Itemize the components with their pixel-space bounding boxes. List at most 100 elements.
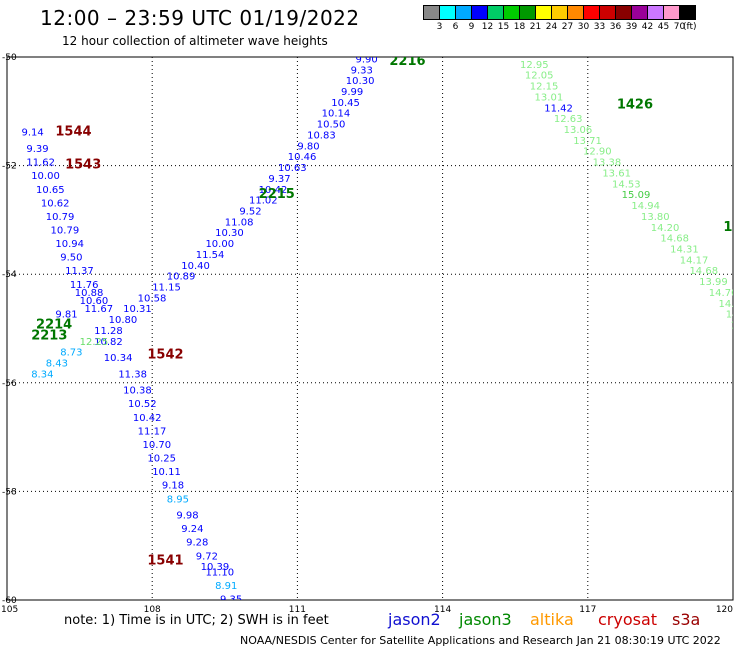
jason3-point-label: 10.42 xyxy=(259,185,288,196)
x-tick-label: 114 xyxy=(434,605,451,615)
cryosat-point-label: 15.09 xyxy=(622,190,651,201)
jason3-point-label: 10.45 xyxy=(331,98,360,109)
jason3-point-label: 11.08 xyxy=(225,217,254,228)
cryosat-point-label: 14.17 xyxy=(680,255,709,266)
page-subtitle: 12 hour collection of altimeter wave hei… xyxy=(62,34,328,48)
pass-number-label: 1425 xyxy=(554,46,590,61)
jason2-point-label: 9.14 xyxy=(22,128,44,139)
color-scale-label: 9 xyxy=(468,22,475,32)
pass-number-label: 1543 xyxy=(65,157,101,172)
jason2-point-label: 10.25 xyxy=(147,454,176,465)
pass-number-label: 1541 xyxy=(147,554,183,569)
jason3-point-label: 9.99 xyxy=(341,87,363,98)
jason2-point-label: 10.65 xyxy=(36,185,65,196)
x-tick-label: 108 xyxy=(144,605,161,615)
color-scale-label: 3 xyxy=(436,22,443,32)
plot-frame xyxy=(6,56,734,601)
color-scale-swatches xyxy=(423,5,696,20)
jason2-point-label: 11.10 xyxy=(205,568,234,579)
cryosat-point-label: 14.20 xyxy=(651,223,680,234)
jason3-point-label: 11.15 xyxy=(152,282,181,293)
cryosat-point-label: 14.84 xyxy=(718,299,740,310)
cryosat-point-label: 14. xyxy=(726,310,740,321)
jason2-point-label: 9.81 xyxy=(55,310,77,321)
jason3-point-label: 10.50 xyxy=(317,120,346,131)
pass-number-label: 2215 xyxy=(259,187,295,202)
footer-credit: NOAA/NESDIS Center for Satellite Applica… xyxy=(240,634,721,647)
jason2-point-label: 9.39 xyxy=(26,144,48,155)
pass-number-label: 1427 xyxy=(723,220,740,235)
cryosat-point-label: 12.05 xyxy=(525,71,554,82)
color-scale-label: 18 xyxy=(513,22,526,32)
jason3-point-label: 10.31 xyxy=(123,304,152,315)
jason2-point-label: 9.18 xyxy=(162,481,184,492)
color-scale-label: 15 xyxy=(497,22,510,32)
x-tick-label: 111 xyxy=(289,605,306,615)
legend-cryosat: cryosat xyxy=(598,610,658,629)
jason3-point-label: 10.58 xyxy=(138,293,167,304)
color-scale-label: 12 xyxy=(481,22,494,32)
cryosat-point-label: 13.71 xyxy=(573,136,602,147)
color-scale-label: 27 xyxy=(561,22,574,32)
jason2-point-label: 11.76 xyxy=(70,280,99,291)
jason2-point-label: 9.35 xyxy=(220,595,242,606)
pass-number-label: 2216 xyxy=(389,54,425,69)
color-scale-label: 42 xyxy=(641,22,654,32)
cryosat-point-label: 13.06 xyxy=(564,125,593,136)
pass-number-label: 2214 xyxy=(36,318,72,333)
y-tick-label: -50 xyxy=(2,53,17,63)
y-tick-label: -52 xyxy=(2,162,17,172)
cryosat-point-label: 13.01 xyxy=(535,92,564,103)
cryosat-point-label: 14.68 xyxy=(689,266,718,277)
jason3-point-label: 8.34 xyxy=(31,369,53,380)
cryosat-point-label: 13.61 xyxy=(602,168,631,179)
color-scale-label: 6 xyxy=(452,22,459,32)
jason3-point-label: 9.33 xyxy=(351,65,373,76)
jason2-point-label: 10.94 xyxy=(55,239,84,250)
color-scale-label: 30 xyxy=(577,22,590,32)
y-tick-label: -58 xyxy=(2,487,17,497)
legend-jason2: jason2 xyxy=(388,610,441,629)
jason3-point-label: 10.83 xyxy=(307,130,336,141)
jason3-point-label: 10.30 xyxy=(346,76,375,87)
color-scale-label: 24 xyxy=(545,22,558,32)
jason3-point-label: 10.46 xyxy=(288,152,317,163)
y-tick-label: -56 xyxy=(2,379,17,389)
cryosat-point-label: 14.70 xyxy=(709,288,738,299)
jason2-point-label: 9.24 xyxy=(181,524,203,535)
cryosat-point-label: 13.80 xyxy=(641,212,670,223)
jason3-point-label: 10.40 xyxy=(181,261,210,272)
cryosat-point-label: 12.15 xyxy=(530,82,559,93)
jason2-point-label: 10.62 xyxy=(41,198,70,209)
cryosat-point-label: 13.38 xyxy=(593,158,622,169)
jason3-point-label: 8.73 xyxy=(60,348,82,359)
color-scale-label: 36 xyxy=(609,22,622,32)
jason2-point-label: 10.79 xyxy=(46,212,75,223)
jason2-point-label: 9.98 xyxy=(176,511,198,522)
jason2-point-label: 8.91 xyxy=(215,581,237,592)
jason3-point-label: 10.80 xyxy=(109,315,138,326)
jason2-point-label: 11.67 xyxy=(84,304,113,315)
legend-altika: altika xyxy=(530,610,574,629)
x-tick-label: 120 xyxy=(716,605,733,615)
legend-jason3: jason3 xyxy=(459,610,512,629)
pass-number-label: 2213 xyxy=(31,328,67,343)
jason2-point-label: 9.72 xyxy=(196,551,218,562)
cryosat-point-label: 13.99 xyxy=(699,277,728,288)
jason2-point-label: 10.82 xyxy=(94,337,123,348)
cryosat-point-label: 15 xyxy=(731,321,740,332)
jason3-point-label: 12.25 xyxy=(80,337,109,348)
color-scale xyxy=(423,5,696,20)
jason2-point-label: 10.79 xyxy=(51,225,80,236)
cryosat-point-label: 14.94 xyxy=(631,201,660,212)
jason2-point-label: 10.70 xyxy=(143,440,172,451)
cryosat-point-label: 12.95 xyxy=(520,60,549,71)
jason2-point-label: 10.39 xyxy=(201,562,230,573)
jason2-point-label: 10.11 xyxy=(152,467,181,478)
color-scale-label: 33 xyxy=(593,22,606,32)
jason3-point-label: 10.30 xyxy=(215,228,244,239)
pass-number-label: 1542 xyxy=(147,347,183,362)
y-tick-label: -54 xyxy=(2,270,17,280)
jason3-point-label: 8.43 xyxy=(46,359,68,370)
jason2-point-label: 11.62 xyxy=(26,158,55,169)
